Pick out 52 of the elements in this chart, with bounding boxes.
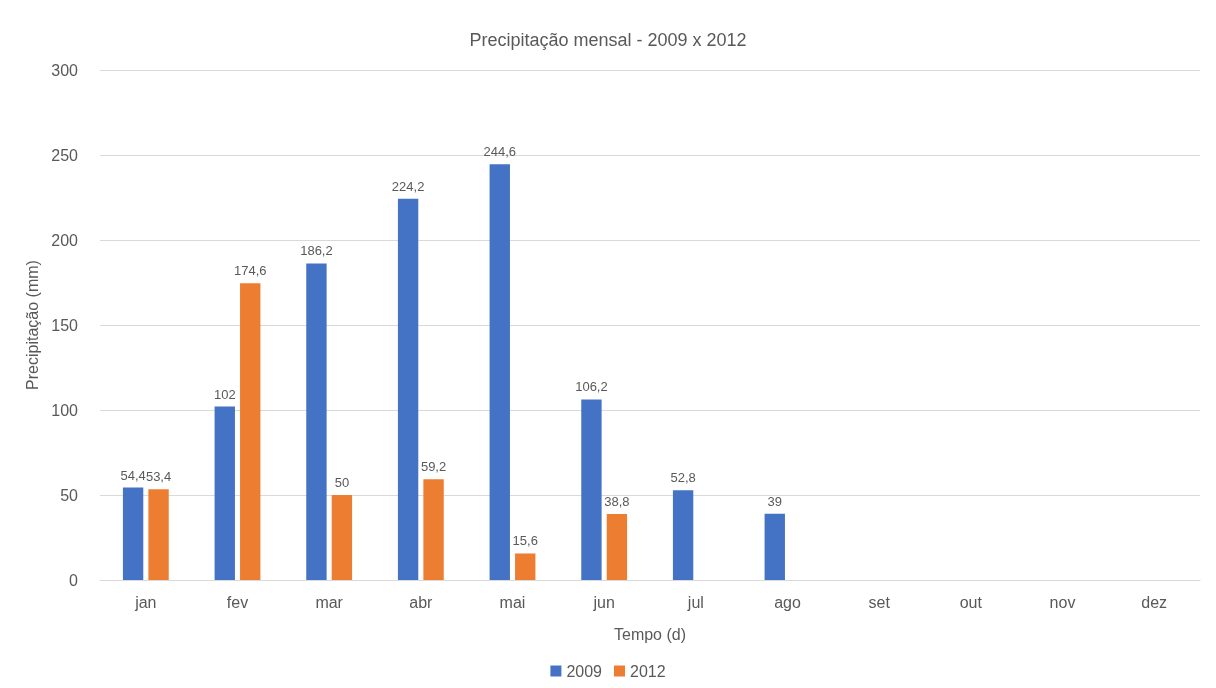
data-label: 224,2	[391, 178, 425, 194]
x-tick-label: mar	[315, 593, 344, 611]
x-tick-label: jan	[134, 593, 157, 611]
x-tick-label: out	[959, 593, 983, 611]
bar	[122, 487, 144, 580]
legend-label: 2012	[630, 662, 666, 680]
x-tick-label: jun	[592, 593, 615, 611]
bar	[764, 513, 785, 580]
bar	[423, 479, 444, 580]
data-label: 102	[213, 386, 236, 402]
bar	[148, 489, 169, 580]
bar	[581, 399, 602, 580]
y-tick-label: 250	[51, 146, 79, 164]
bar	[331, 495, 353, 580]
bar	[214, 406, 235, 580]
bar	[306, 263, 327, 580]
x-tick-label: dez	[1141, 593, 1168, 611]
bar	[489, 164, 510, 580]
x-tick-label: abr	[409, 593, 434, 611]
bar	[397, 198, 419, 580]
x-tick-label: set	[868, 593, 891, 611]
x-tick-label: mai	[499, 593, 526, 611]
data-label: 106,2	[575, 379, 608, 395]
x-tick-label: ago	[774, 593, 801, 611]
data-label: 53,4	[145, 469, 172, 485]
y-tick-label: 50	[60, 486, 79, 504]
data-label: 15,6	[512, 533, 538, 549]
data-label: 59,2	[420, 459, 447, 475]
y-tick-label: 0	[69, 571, 79, 589]
x-tick-label: fev	[226, 593, 249, 611]
bar	[240, 283, 261, 580]
x-axis-title: Tempo (d)	[613, 625, 687, 643]
x-tick-label: nov	[1049, 593, 1076, 611]
data-label: 39	[767, 493, 782, 509]
data-label: 54,4	[120, 467, 146, 483]
bar	[606, 514, 628, 580]
bar	[515, 553, 536, 580]
y-tick-label: 200	[51, 231, 79, 249]
data-label: 186,2	[300, 243, 333, 259]
data-label: 38,8	[604, 494, 630, 510]
data-label: 50	[334, 475, 350, 490]
data-label: 244,6	[483, 144, 517, 160]
y-tick-label: 300	[51, 61, 79, 79]
data-label: 52,8	[670, 470, 696, 486]
chart-title: Precipitação mensal - 2009 x 2012	[469, 30, 747, 50]
x-tick-label: jul	[686, 593, 704, 611]
legend-label: 2009	[566, 662, 603, 680]
y-tick-label: 150	[51, 316, 79, 334]
y-tick-label: 100	[51, 401, 79, 419]
bar	[672, 490, 694, 580]
data-label: 174,6	[233, 263, 267, 279]
y-axis-title: Precipitação (mm)	[23, 260, 41, 390]
